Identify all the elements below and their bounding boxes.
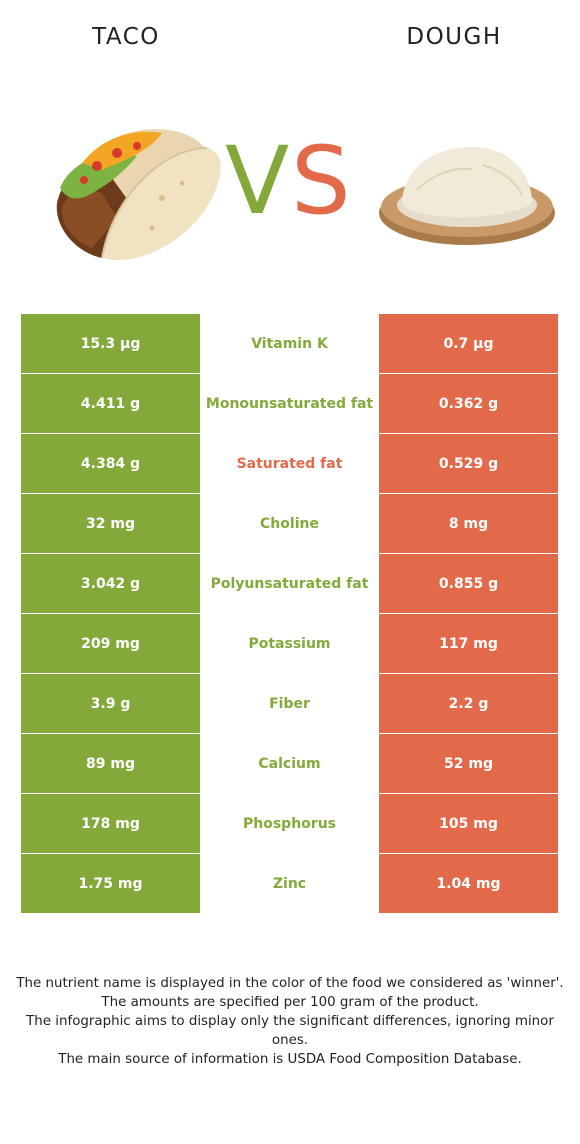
comparison-table: 15.3 µg Vitamin K 0.7 µg 4.411 g Monounsatur…	[21, 314, 558, 914]
table-row: 4.411 g Monounsaturated fat 0.362 g	[21, 374, 558, 433]
right-value: 52 mg	[379, 734, 558, 793]
table-row: 178 mg Phosphorus 105 mg	[21, 794, 558, 853]
nutrient-name: Polyunsaturated fat	[200, 554, 379, 613]
footnote-line: The main source of information is USDA F…	[58, 1052, 522, 1067]
left-value: 1.75 mg	[21, 854, 200, 913]
vs-label: V S	[225, 132, 355, 232]
left-value: 32 mg	[21, 494, 200, 553]
left-value: 15.3 µg	[21, 314, 200, 373]
table-row: 1.75 mg Zinc 1.04 mg	[21, 854, 558, 913]
right-value: 117 mg	[379, 614, 558, 673]
table-row: 3.042 g Polyunsaturated fat 0.855 g	[21, 554, 558, 613]
right-value: 2.2 g	[379, 674, 558, 733]
table-row: 4.384 g Saturated fat 0.529 g	[21, 434, 558, 493]
table-row: 3.9 g Fiber 2.2 g	[21, 674, 558, 733]
nutrient-name: Phosphorus	[200, 794, 379, 853]
right-value: 8 mg	[379, 494, 558, 553]
vs-v-letter: V	[225, 127, 290, 236]
left-value: 3.042 g	[21, 554, 200, 613]
left-value: 209 mg	[21, 614, 200, 673]
footnote: The nutrient name is displayed in the co…	[16, 974, 564, 1069]
left-value: 3.9 g	[21, 674, 200, 733]
footnote-line: The nutrient name is displayed in the co…	[16, 976, 564, 991]
table-row: 15.3 µg Vitamin K 0.7 µg	[21, 314, 558, 373]
right-value: 1.04 mg	[379, 854, 558, 913]
left-value: 178 mg	[21, 794, 200, 853]
table-row: 209 mg Potassium 117 mg	[21, 614, 558, 673]
right-food-title: DOUGH	[406, 24, 502, 50]
right-value: 0.855 g	[379, 554, 558, 613]
nutrient-name: Choline	[200, 494, 379, 553]
right-value: 0.7 µg	[379, 314, 558, 373]
dough-image	[372, 135, 562, 255]
table-row: 89 mg Calcium 52 mg	[21, 734, 558, 793]
nutrient-name: Saturated fat	[200, 434, 379, 493]
footnote-line: The infographic aims to display only the…	[26, 1014, 554, 1048]
table-row: 32 mg Choline 8 mg	[21, 494, 558, 553]
left-food-title: TACO	[92, 24, 160, 50]
right-value: 0.362 g	[379, 374, 558, 433]
left-value: 89 mg	[21, 734, 200, 793]
footnote-line: The amounts are specified per 100 gram o…	[101, 995, 479, 1010]
right-value: 105 mg	[379, 794, 558, 853]
right-value: 0.529 g	[379, 434, 558, 493]
left-value: 4.411 g	[21, 374, 200, 433]
vs-s-letter: S	[291, 127, 351, 236]
nutrient-name: Calcium	[200, 734, 379, 793]
left-value: 4.384 g	[21, 434, 200, 493]
nutrient-name: Vitamin K	[200, 314, 379, 373]
nutrient-name: Zinc	[200, 854, 379, 913]
nutrient-name: Monounsaturated fat	[200, 374, 379, 433]
nutrient-name: Potassium	[200, 614, 379, 673]
nutrient-name: Fiber	[200, 674, 379, 733]
taco-image	[42, 108, 232, 268]
